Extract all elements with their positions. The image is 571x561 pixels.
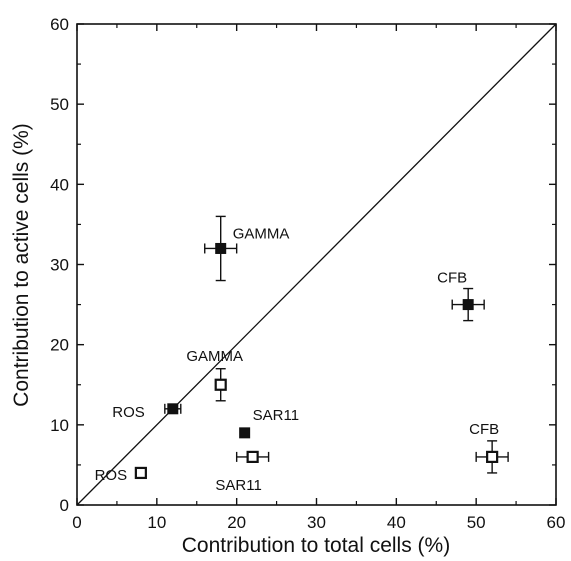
data-label-ros: ROS	[112, 404, 145, 421]
x-tick-label: 60	[547, 513, 566, 532]
data-label-ros: ROS	[95, 467, 128, 484]
y-tick-label: 0	[60, 496, 69, 515]
y-tick-label: 50	[50, 95, 69, 114]
open-square-marker-sar11	[246, 450, 259, 463]
x-tick-label: 0	[72, 513, 81, 532]
data-label-gamma: GAMMA	[186, 348, 243, 365]
x-axis-label: Contribution to total cells (%)	[182, 534, 450, 557]
x-tick-label: 30	[307, 513, 326, 532]
x-tick-label: 50	[467, 513, 486, 532]
y-axis-label: Contribution to active cells (%)	[10, 123, 33, 407]
y-tick-label: 60	[50, 15, 69, 34]
y-tick-label: 30	[50, 256, 69, 275]
filled-square-marker-gamma	[215, 242, 227, 254]
data-label-sar11: SAR11	[215, 477, 261, 494]
data-label-cfb: CFB	[469, 421, 499, 438]
x-tick-label: 20	[227, 513, 246, 532]
open-square-marker-cfb	[486, 450, 499, 463]
open-square-marker-gamma	[214, 378, 227, 391]
data-label-sar11: SAR11	[253, 407, 299, 424]
one-to-one-line	[76, 23, 557, 506]
y-tick-label: 10	[50, 416, 69, 435]
filled-square-marker-ros	[167, 403, 179, 415]
open-square-marker-ros	[134, 466, 147, 480]
plot-area: 0 10 20 30 40 50 60 0 10 20 30 40 50 60 GAMMA CFB ROS SAR…	[50, 15, 565, 532]
x-tick-label: 40	[387, 513, 406, 532]
y-tick-label: 20	[50, 336, 69, 355]
data-label-gamma: GAMMA	[233, 225, 290, 242]
filled-square-marker-sar11	[239, 427, 251, 439]
y-tick-label: 40	[50, 175, 69, 194]
x-tick-label: 10	[147, 513, 166, 532]
data-label-cfb: CFB	[437, 270, 467, 287]
filled-square-marker-cfb	[462, 299, 474, 311]
